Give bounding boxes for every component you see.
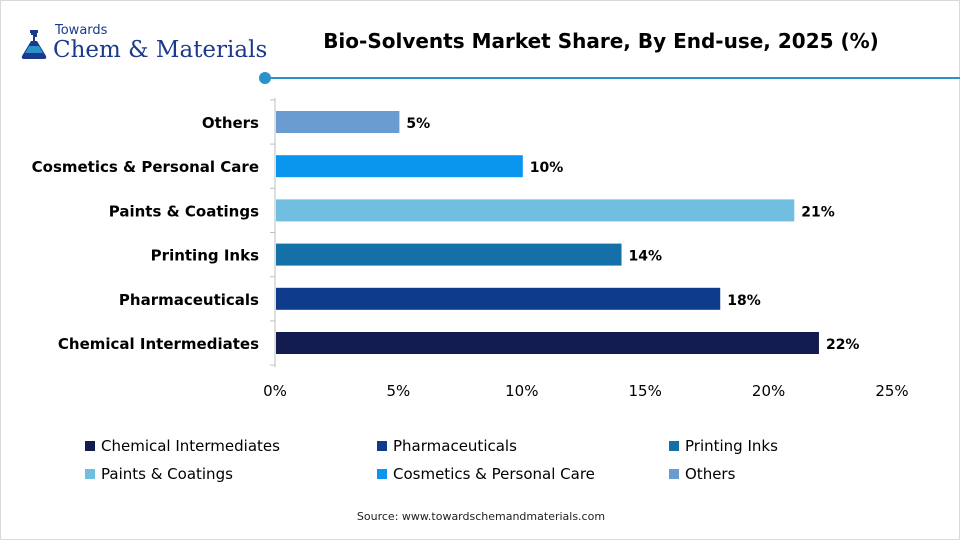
category-label: Pharmaceuticals (119, 291, 259, 309)
x-tick-label: 10% (505, 382, 538, 400)
data-label: 21% (801, 204, 835, 220)
brand-logo: Towards Chem & Materials (17, 21, 267, 67)
data-label: 10% (530, 160, 564, 176)
legend-item: Printing Inks (669, 437, 778, 455)
data-label: 14% (629, 249, 663, 265)
legend-label: Pharmaceuticals (393, 437, 517, 455)
legend-swatch (85, 469, 95, 479)
legend-swatch (669, 441, 679, 451)
data-label: 22% (826, 337, 860, 353)
bar-printing-inks (276, 243, 622, 266)
bar-paints-coatings (276, 199, 795, 222)
bar-others (276, 111, 400, 133)
source-note: Source: www.towardschemandmaterials.com (1, 510, 960, 523)
source-prefix: Source: (356, 510, 399, 523)
category-label: Cosmetics & Personal Care (32, 158, 259, 176)
legend-item: Others (669, 465, 735, 483)
x-tick-label: 15% (629, 382, 662, 400)
x-tick-label: 20% (752, 382, 785, 400)
category-label: Others (202, 114, 259, 132)
chart-legend: Chemical Intermediates Pharmaceuticals Pri… (85, 437, 925, 493)
chart-title: Bio-Solvents Market Share, By End-use, 2… (323, 29, 879, 53)
title-rule (265, 77, 960, 79)
logo-text-brand: Chem & Materials (53, 37, 268, 63)
legend-label: Printing Inks (685, 437, 778, 455)
flask-logo-icon (21, 30, 47, 59)
x-tick-label: 25% (875, 382, 908, 400)
legend-swatch (377, 469, 387, 479)
category-label: Chemical Intermediates (58, 335, 259, 353)
data-label: 5% (406, 116, 430, 132)
x-tick-label: 0% (263, 382, 287, 400)
source-url: www.towardschemandmaterials.com (401, 510, 606, 523)
legend-label: Others (685, 465, 736, 483)
legend-swatch (669, 469, 679, 479)
legend-item: Chemical Intermediates (85, 437, 280, 455)
legend-swatch (377, 441, 387, 451)
legend-label: Cosmetics & Personal Care (393, 465, 595, 483)
legend-swatch (85, 441, 95, 451)
legend-label: Chemical Intermediates (101, 437, 280, 455)
x-tick-label: 5% (387, 382, 411, 400)
bar-pharmaceuticals (276, 287, 721, 310)
category-label: Printing Inks (151, 247, 259, 265)
category-label: Paints & Coatings (109, 202, 259, 220)
data-label: 18% (727, 293, 761, 309)
legend-item: Pharmaceuticals (377, 437, 517, 455)
logo-text-towards: Towards (55, 23, 108, 38)
legend-item: Paints & Coatings (85, 465, 233, 483)
bar-chemical-intermediates (276, 332, 819, 354)
legend-label: Paints & Coatings (101, 465, 233, 483)
bar-cosmetics-personal-care (276, 155, 523, 178)
legend-item: Cosmetics & Personal Care (377, 465, 595, 483)
